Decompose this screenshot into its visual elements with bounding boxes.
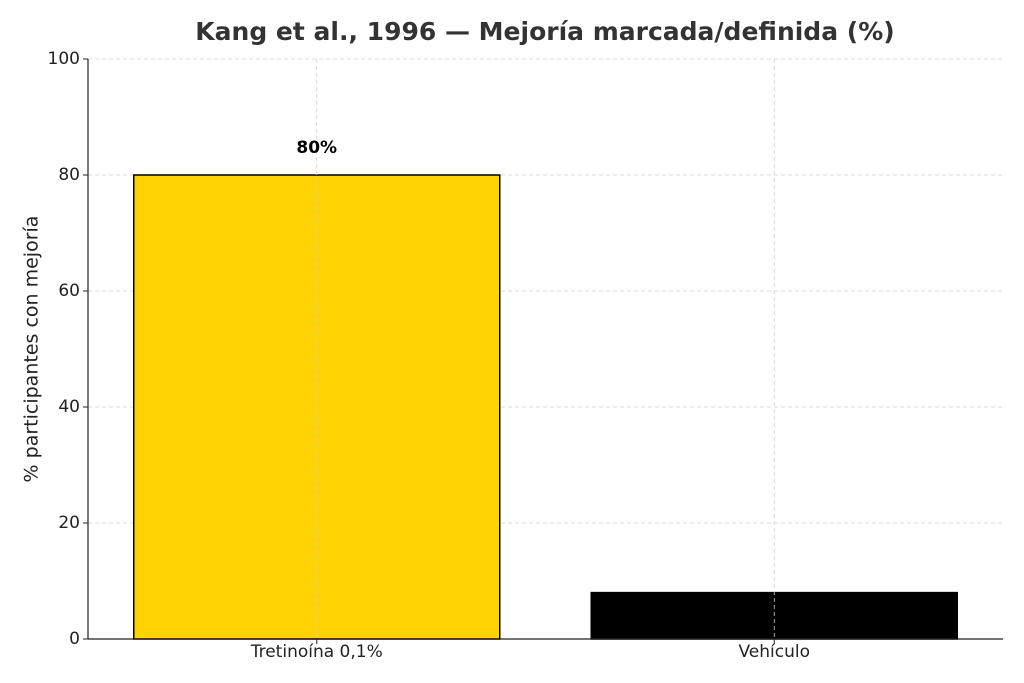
y-tick-label: 40 [58, 397, 80, 417]
y-tick-label: 20 [58, 513, 80, 533]
x-tick-label: Tretinoína 0,1% [250, 642, 383, 662]
x-tick-label: Vehículo [738, 642, 810, 662]
chart-title: Kang et al., 1996 — Mejoría marcada/defi… [195, 17, 894, 46]
bar [133, 174, 501, 640]
y-tick-label: 80 [58, 165, 80, 185]
y-axis-label: % participantes con mejoría [21, 216, 43, 483]
y-tick-label: 60 [58, 281, 80, 301]
y-tick-label: 0 [69, 629, 80, 649]
data-label: 80% [296, 138, 337, 158]
y-tick-label: 100 [48, 49, 80, 69]
